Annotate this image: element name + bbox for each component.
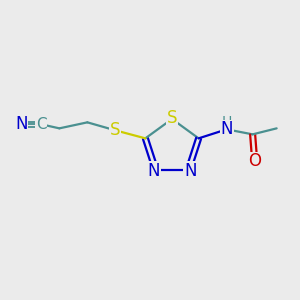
Text: O: O — [248, 152, 261, 170]
Text: N: N — [147, 162, 160, 180]
Text: H: H — [221, 115, 232, 129]
Text: N: N — [184, 162, 197, 180]
Text: S: S — [167, 109, 177, 127]
Text: N: N — [15, 115, 28, 133]
Text: S: S — [110, 121, 121, 139]
Text: C: C — [36, 117, 47, 132]
Text: N: N — [220, 120, 233, 138]
